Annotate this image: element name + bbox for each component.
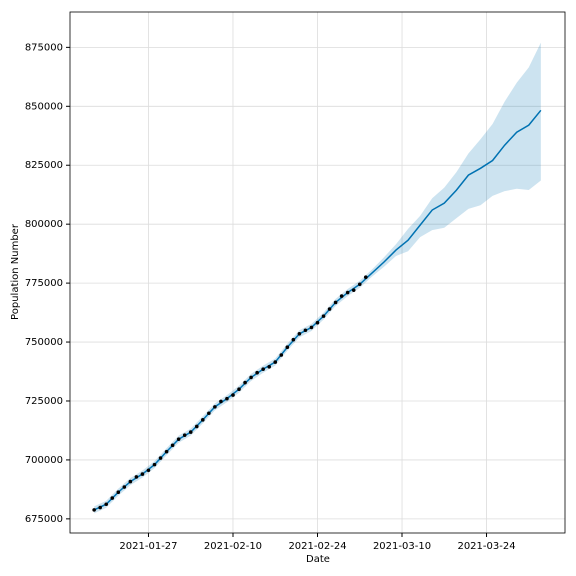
observed-point bbox=[315, 320, 320, 325]
observed-point bbox=[140, 472, 145, 476]
x-axis-label: Date bbox=[306, 554, 330, 565]
observed-point bbox=[297, 331, 302, 336]
observed-point bbox=[213, 405, 217, 409]
observed-point bbox=[92, 508, 96, 512]
x-tick-label: 2021-02-10 bbox=[204, 541, 262, 552]
observed-point bbox=[122, 485, 127, 489]
observed-point bbox=[116, 490, 121, 495]
plot-frame bbox=[69, 11, 566, 534]
observed-point bbox=[176, 437, 181, 441]
x-tick-label: 2021-03-10 bbox=[373, 541, 431, 552]
observed-point bbox=[146, 468, 151, 473]
observed-point bbox=[351, 288, 356, 292]
y-tick-label: 675000 bbox=[25, 514, 63, 525]
observed-point bbox=[279, 353, 284, 357]
observed-point bbox=[164, 449, 169, 454]
observed-point bbox=[255, 370, 259, 375]
observed-point bbox=[152, 462, 157, 467]
y-tick-label: 825000 bbox=[25, 160, 63, 171]
observed-point bbox=[267, 364, 272, 369]
observed-point bbox=[327, 307, 332, 311]
y-tick-label: 800000 bbox=[25, 219, 63, 230]
observed-point bbox=[158, 456, 163, 460]
observed-point bbox=[309, 325, 314, 330]
observed-point bbox=[273, 360, 278, 364]
observed-point bbox=[243, 380, 247, 385]
x-tick-label: 2021-01-27 bbox=[119, 541, 177, 552]
observed-point bbox=[249, 375, 253, 380]
observed-point bbox=[194, 424, 199, 429]
y-tick-label: 750000 bbox=[25, 337, 63, 348]
y-tick-label: 700000 bbox=[25, 455, 63, 466]
observed-point bbox=[333, 300, 338, 305]
observed-point bbox=[182, 433, 187, 437]
x-tick-label: 2021-03-24 bbox=[457, 541, 515, 552]
observed-point bbox=[104, 502, 109, 507]
observed-point bbox=[261, 367, 265, 371]
observed-point bbox=[207, 411, 211, 416]
y-tick-label: 775000 bbox=[25, 278, 63, 289]
observed-point bbox=[170, 443, 175, 448]
observed-point bbox=[201, 418, 205, 422]
observed-point bbox=[231, 393, 235, 397]
y-tick-label: 875000 bbox=[25, 42, 63, 53]
observed-point bbox=[134, 475, 139, 479]
observed-point bbox=[110, 496, 115, 500]
y-tick-label: 725000 bbox=[25, 396, 63, 407]
observed-point bbox=[188, 430, 193, 434]
observed-point bbox=[219, 399, 223, 404]
observed-point bbox=[321, 314, 326, 318]
observed-point bbox=[357, 282, 362, 287]
observed-point bbox=[345, 290, 350, 295]
y-tick-label: 850000 bbox=[25, 101, 63, 112]
observed-point bbox=[303, 328, 308, 333]
observed-point bbox=[128, 479, 133, 484]
observed-point bbox=[291, 337, 296, 342]
observed-point bbox=[98, 505, 102, 510]
observed-point bbox=[237, 387, 241, 391]
y-axis-label: Population Number bbox=[10, 223, 21, 320]
observed-point bbox=[285, 345, 290, 350]
observed-point bbox=[225, 396, 229, 401]
x-tick-label: 2021-02-24 bbox=[288, 541, 346, 552]
observed-point bbox=[339, 294, 344, 298]
observed-point bbox=[363, 275, 368, 280]
